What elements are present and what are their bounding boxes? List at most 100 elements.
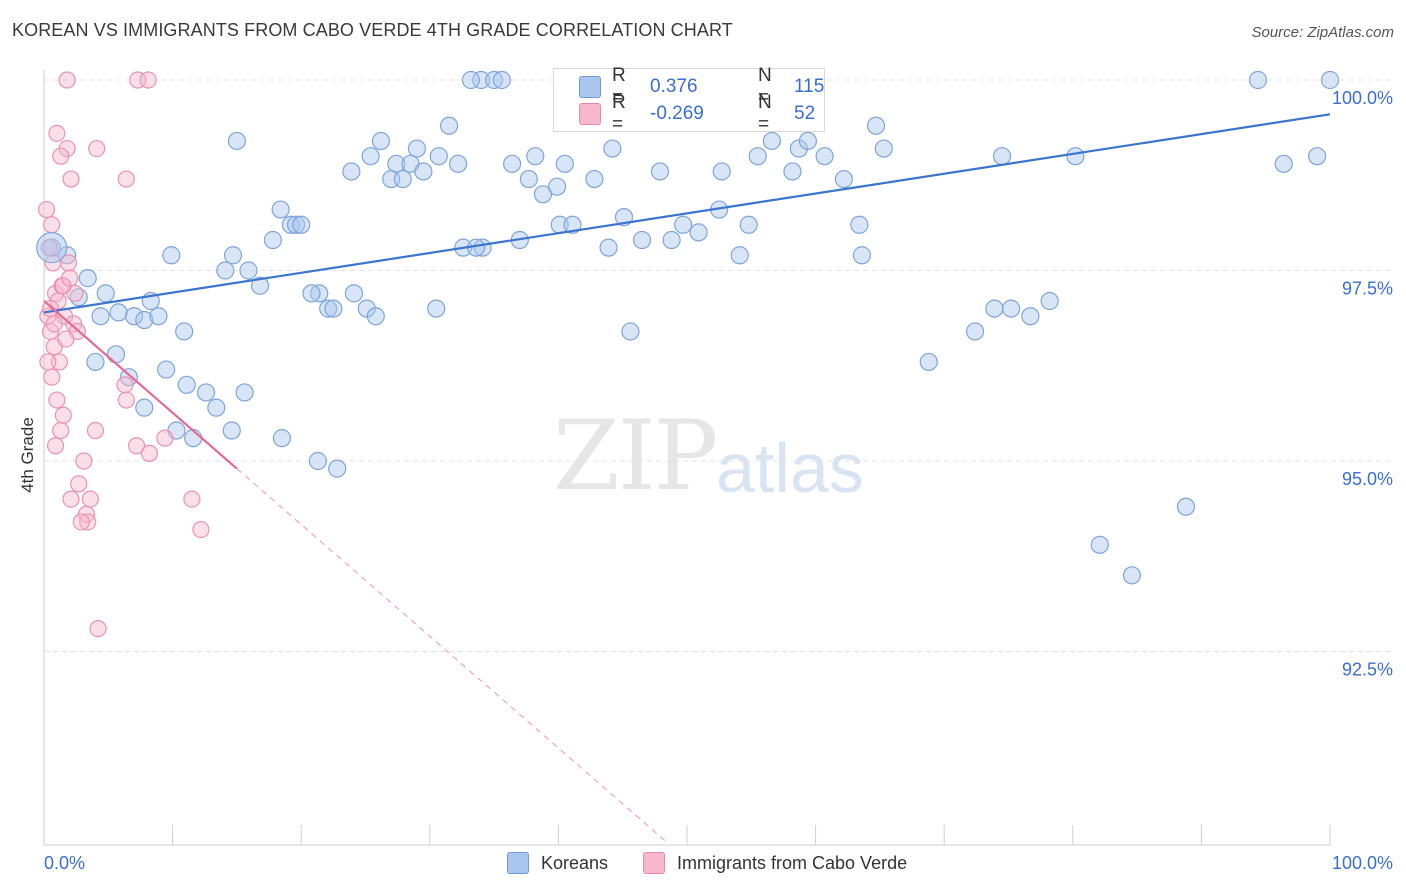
- korean-point: [1090, 535, 1109, 554]
- cabo-verde-point: [39, 353, 57, 371]
- cabo-verde-point: [117, 170, 135, 188]
- korean-point: [96, 284, 115, 303]
- r-value: -0.269: [650, 103, 704, 124]
- cabo-verde-swatch: [579, 103, 601, 125]
- cabo-verde-point: [57, 330, 75, 348]
- cabo-verde-point: [62, 490, 80, 508]
- korean-point: [292, 215, 311, 234]
- korean-point: [371, 131, 391, 151]
- korean-point: [263, 230, 283, 250]
- korean-point: [689, 223, 708, 242]
- bottom-legend-koreans: Koreans: [507, 852, 608, 874]
- y-tick-label: 97.5%: [1342, 279, 1393, 299]
- korean-point: [563, 215, 582, 234]
- korean-point: [739, 215, 758, 234]
- cabo-verde-point: [45, 315, 63, 333]
- korean-point: [1308, 147, 1327, 166]
- cabo-verde-point: [46, 437, 65, 455]
- korean-point: [135, 310, 154, 330]
- korean-point: [91, 307, 110, 326]
- koreans-legend-label: Koreans: [541, 852, 609, 873]
- korean-point: [548, 177, 567, 196]
- korean-point: [149, 307, 168, 326]
- korean-point: [1021, 307, 1040, 326]
- korean-point: [815, 147, 834, 166]
- korean-point: [448, 154, 468, 173]
- korean-point: [207, 398, 226, 417]
- korean-point: [272, 429, 292, 448]
- korean-point: [992, 147, 1012, 166]
- n-label: N =: [758, 92, 772, 135]
- cabo-verde-point: [43, 368, 61, 386]
- cabo-verde-point: [79, 513, 97, 531]
- cabo-verde-point: [72, 513, 90, 531]
- r-value: 0.376: [650, 76, 698, 97]
- cabo-verde-legend-swatch: [643, 852, 665, 874]
- korean-point: [783, 162, 802, 181]
- korean-point: [223, 246, 243, 265]
- korean-point-large: [36, 232, 68, 264]
- n-value: 52: [794, 103, 816, 124]
- koreans-legend-swatch: [507, 852, 529, 874]
- korean-point: [86, 352, 105, 372]
- cabo-verde-point: [88, 139, 106, 158]
- cabo-verde-trend-extension: [236, 468, 667, 843]
- korean-point: [1122, 566, 1142, 585]
- cabo-verde-point: [52, 421, 70, 440]
- cabo-verde-point: [62, 170, 80, 188]
- korean-point: [965, 322, 985, 341]
- korean-point: [407, 139, 427, 158]
- korean-point: [1274, 154, 1293, 173]
- korean-point: [342, 162, 361, 181]
- cabo-verde-point: [117, 391, 135, 409]
- cabo-verde-point: [75, 452, 93, 470]
- cabo-verde-point: [48, 124, 66, 142]
- korean-point: [109, 303, 128, 322]
- x-tick-label-min: 0.0%: [44, 853, 85, 873]
- korean-point: [222, 421, 241, 440]
- korean-point: [135, 398, 154, 417]
- korean-point: [78, 269, 97, 288]
- y-tick-label: 92.5%: [1342, 660, 1393, 680]
- cabo-verde-point: [183, 490, 201, 508]
- korean-point: [177, 375, 196, 394]
- korean-point: [985, 299, 1004, 318]
- korean-point: [866, 116, 886, 135]
- korean-point: [235, 383, 254, 402]
- korean-point: [603, 139, 622, 158]
- korean-point: [328, 459, 347, 478]
- korean-point: [485, 70, 504, 90]
- cabo-verde-point: [89, 620, 107, 638]
- cabo-verde-point: [48, 391, 66, 409]
- korean-point: [196, 383, 216, 402]
- korean-point: [1248, 70, 1268, 90]
- korean-point: [216, 261, 235, 280]
- watermark-atlas: atlas: [716, 429, 864, 507]
- korean-point: [106, 345, 126, 364]
- korean-point: [319, 299, 338, 318]
- korean-point: [175, 322, 194, 341]
- korean-point: [124, 307, 144, 326]
- korean-point: [162, 246, 181, 265]
- korean-point: [599, 238, 618, 257]
- korean-point: [674, 215, 693, 234]
- chart-title: KOREAN VS IMMIGRANTS FROM CABO VERDE 4TH…: [12, 20, 733, 40]
- y-tick-label: 100.0%: [1332, 88, 1393, 108]
- korean-point: [1040, 291, 1059, 311]
- cabo-verde-trend-line: [43, 300, 238, 470]
- korean-point: [393, 169, 412, 189]
- korean-point: [286, 215, 306, 234]
- r-label: R =: [612, 65, 626, 108]
- korean-point: [1320, 70, 1340, 90]
- cabo-verde-point: [156, 429, 174, 447]
- korean-point: [302, 284, 321, 303]
- korean-point: [461, 70, 481, 90]
- koreans-swatch: [579, 76, 601, 98]
- cabo-verde-point: [58, 71, 76, 89]
- cabo-verde-point: [52, 147, 70, 165]
- korean-point: [555, 154, 574, 173]
- korean-point: [850, 215, 869, 234]
- cabo-verde-point: [61, 269, 79, 287]
- korean-point: [157, 360, 176, 379]
